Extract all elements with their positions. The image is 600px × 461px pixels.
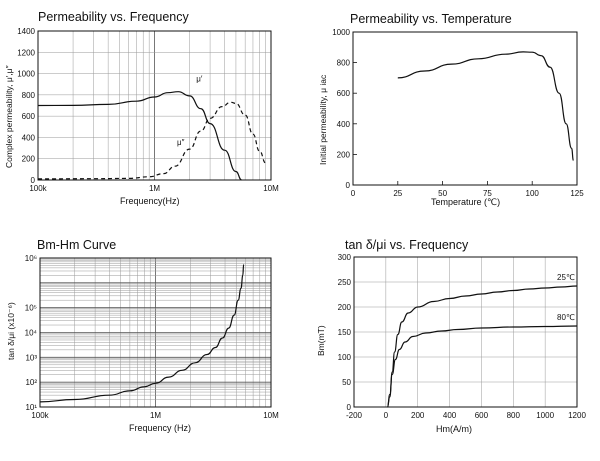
series-line-a: [386, 285, 578, 408]
x-tick-label: 1200: [568, 411, 586, 420]
y-tick-label: 200: [338, 303, 352, 312]
y-tick-label: 10²: [25, 378, 37, 387]
series-label: 25℃: [557, 273, 575, 282]
x-axis-label: Hm(A/m): [436, 424, 472, 434]
series-line-a: [397, 51, 574, 162]
x-tick-label: 100k: [31, 411, 49, 420]
y-tick-label: 400: [337, 120, 351, 129]
y-tick-label: 10³: [25, 353, 37, 362]
y-axis-label: Bm(mT): [316, 325, 326, 356]
y-tick-label: 1000: [17, 70, 35, 79]
y-tick-label: 200: [22, 155, 36, 164]
y-tick-label: 800: [22, 91, 36, 100]
y-tick-label: 10⁵: [25, 304, 37, 313]
y-tick-label: 0: [346, 181, 351, 190]
y-tick-label: 600: [337, 89, 351, 98]
series-line-b: [386, 325, 578, 408]
y-tick-label: 0: [347, 403, 352, 412]
x-tick-label: 100k: [29, 184, 47, 193]
chart-title: Permeability vs. Frequency: [38, 10, 189, 24]
x-tick-label: 1000: [536, 411, 554, 420]
chart-title: Permeability vs. Temperature: [350, 12, 512, 26]
y-tick-label: 1200: [17, 48, 35, 57]
y-tick-label: 400: [22, 133, 36, 142]
y-tick-label: 10⁴: [25, 329, 38, 338]
plot-frame: [352, 31, 578, 186]
y-tick-label: 150: [338, 328, 352, 337]
x-tick-label: 200: [411, 411, 425, 420]
x-axis-label: Frequency (Hz): [129, 423, 192, 433]
y-tick-label: 10⁶: [25, 254, 37, 263]
x-tick-label: 125: [570, 189, 584, 198]
x-tick-label: 50: [438, 189, 447, 198]
x-tick-label: 100: [526, 189, 540, 198]
x-tick-label: 600: [475, 411, 489, 420]
x-tick-label: 0: [384, 411, 389, 420]
series-label: 80℃: [557, 313, 575, 322]
x-tick-label: 800: [507, 411, 521, 420]
y-tick-label: 10¹: [25, 403, 37, 412]
x-tick-label: 400: [443, 411, 457, 420]
y-tick-label: 0: [31, 176, 36, 185]
x-tick-label: 25: [393, 189, 402, 198]
y-tick-label: 300: [338, 253, 352, 262]
series-line-a: [39, 263, 245, 403]
x-tick-label: 1M: [149, 184, 160, 193]
y-tick-label: 200: [337, 150, 351, 159]
y-tick-label: 600: [22, 112, 36, 121]
x-tick-label: 10M: [263, 411, 279, 420]
y-tick-label: 1000: [332, 28, 350, 37]
x-axis-label: Frequency(Hz): [120, 196, 180, 206]
y-tick-label: 250: [338, 278, 352, 287]
x-tick-label: -200: [346, 411, 363, 420]
plot-frame: [39, 257, 272, 408]
plot-frame: [353, 256, 578, 408]
chart-title: Bm-Hm Curve: [37, 238, 117, 252]
y-tick-label: 1400: [17, 27, 35, 36]
y-tick-label: 100: [338, 353, 352, 362]
y-axis-label: Initial permeability, μ iac: [318, 74, 328, 165]
x-tick-label: 10M: [263, 184, 279, 193]
x-tick-label: 0: [351, 189, 356, 198]
y-tick-label: 800: [337, 59, 351, 68]
series-line-a: [37, 91, 242, 181]
x-tick-label: 1M: [150, 411, 161, 420]
x-axis-label: Temperature (℃): [431, 197, 501, 207]
chart-title: tan δ/μi vs. Frequency: [345, 238, 469, 252]
y-axis-label: tan δ/μi (x10⁻⁶): [6, 302, 16, 360]
x-tick-label: 75: [483, 189, 492, 198]
series-line-b: [37, 101, 266, 180]
series-label: μ′: [196, 75, 203, 84]
y-tick-label: 50: [342, 378, 351, 387]
series-label: μ″: [177, 138, 185, 147]
